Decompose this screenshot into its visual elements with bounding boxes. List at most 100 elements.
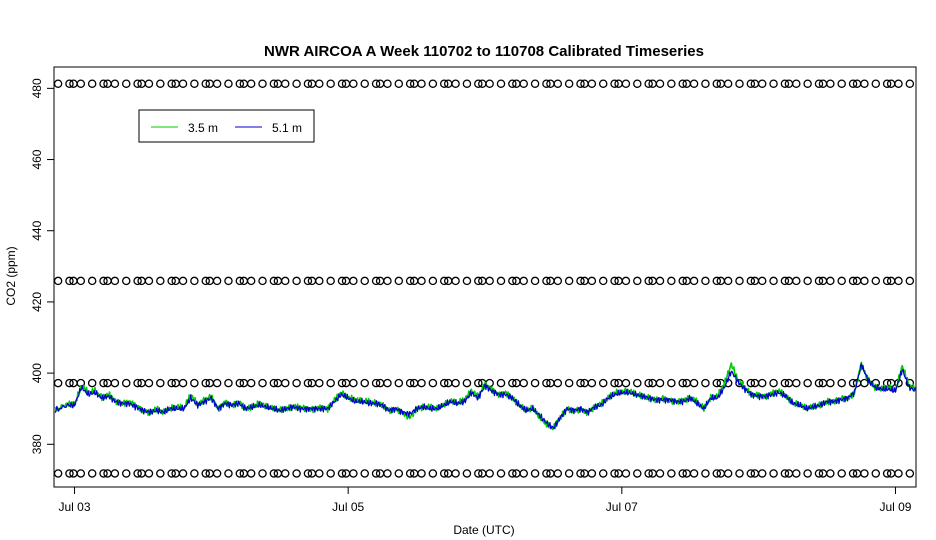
calibration-point [235,469,245,478]
calibration-point [144,469,154,478]
calibration-point [826,378,835,388]
calibration-point [235,378,245,388]
calibration-point [65,79,74,88]
calibration-point [178,79,188,88]
calibration-point [224,378,233,388]
calibration-point [190,276,199,286]
calibration-point [780,378,790,388]
calibration-point [292,378,301,388]
calibration-point [326,79,335,88]
calibration-point [462,469,472,478]
calibration-point [564,79,574,88]
calibration-point [439,469,449,478]
calibration-point [315,276,324,286]
calibration-point [678,378,687,388]
calibration-point [621,378,631,388]
calibration-point [246,378,256,388]
calibration-point [258,469,267,478]
calibration-point [735,276,744,286]
calibration-point [803,378,812,388]
calibration-point [246,79,256,88]
calibration-point [633,378,642,388]
x-tick-label: Jul 09 [879,500,911,514]
calibration-point [792,378,801,388]
calibration-point [371,79,381,88]
calibration-point [553,79,563,88]
legend-label-3-5m: 3.5 m [188,121,218,135]
calibration-point [258,276,267,286]
calibration-point [712,378,722,388]
calibration-point [792,276,801,286]
calibration-point [178,276,188,286]
calibration-point [792,79,801,88]
calibration-point [576,469,585,478]
calibration-point [349,469,358,478]
calibration-point [621,276,631,286]
calibration-point [735,79,744,88]
calibration-point [860,79,869,88]
calibration-point [269,79,279,88]
calibration-point [689,378,699,388]
calibration-point [167,276,176,286]
calibration-point [576,378,585,388]
calibration-point [178,469,188,478]
calibration-point [519,276,528,286]
calibration-point [53,276,63,286]
calibration-point [303,378,313,388]
series-line-3-5-m [54,361,917,431]
calibration-point [530,469,540,478]
calibration-point [405,276,415,286]
calibration-point [394,469,404,478]
calibration-point [644,378,653,388]
calibration-point [156,79,165,88]
calibration-point [65,378,74,388]
y-tick-label: 420 [30,292,44,312]
calibration-point [553,469,563,478]
calibration-point [405,79,415,88]
calibration-point [280,276,290,286]
calibration-point [564,378,574,388]
calibration-point [689,469,699,478]
calibration-point [65,276,74,286]
calibration-point [814,276,824,286]
calibration-point [712,79,722,88]
calibration-point [746,378,756,388]
calibration-point [610,378,619,388]
calibration-point [235,79,245,88]
calibration-point [474,276,483,286]
calibration-point [110,469,120,478]
calibration-point [417,469,426,478]
calibration-point [371,276,381,286]
calibration-point [133,79,142,88]
calibration-point [882,79,892,88]
calibration-point [212,378,222,388]
calibration-point [87,79,97,88]
calibration-point [474,79,483,88]
calibration-point [224,469,233,478]
calibration-point [712,469,722,478]
calibration-point [746,469,756,478]
calibration-point [201,378,210,388]
calibration-point [564,276,574,286]
calibration-point [655,276,665,286]
calibration-point [394,276,404,286]
calibration-point [496,378,506,388]
calibration-point [769,276,778,286]
calibration-point [315,378,324,388]
calibration-point [349,79,358,88]
calibration-point [87,378,97,388]
calibration-point [837,79,846,88]
calibration-point [587,276,597,286]
calibration-point [405,469,415,478]
calibration-point [496,79,506,88]
calibration-point [133,276,142,286]
calibration-point [633,79,642,88]
calibration-point [519,378,528,388]
calibration-point [644,276,653,286]
calibration-point [76,276,86,286]
calibration-point [530,79,540,88]
calibration-point [428,79,438,88]
calibration-point [360,469,369,478]
series-line-5-1-m [54,363,917,430]
